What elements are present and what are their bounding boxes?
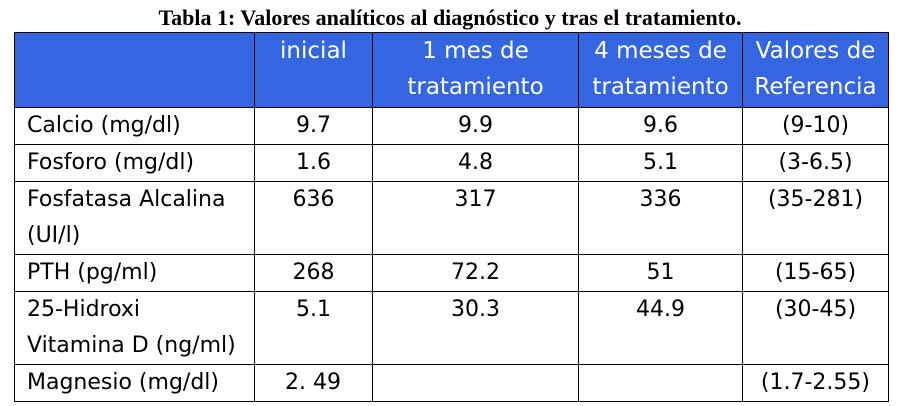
cell-referencia: (3-6.5) bbox=[742, 144, 889, 182]
cell-1-mes: 9.9 bbox=[372, 107, 579, 145]
row-label: Calcio (mg/dl) bbox=[14, 107, 255, 145]
row-label: 25-Hidroxi Vitamina D (ng/ml) bbox=[14, 291, 255, 365]
header-cell-1-mes: 1 mes de tratamiento bbox=[372, 32, 579, 108]
cell-referencia: (15-65) bbox=[742, 254, 889, 292]
table-row-vitamina-d: 25-Hidroxi Vitamina D (ng/ml) 5.1 30.3 4… bbox=[14, 291, 889, 365]
row-label: Fosforo (mg/dl) bbox=[14, 144, 255, 182]
lab-values-table: inicial 1 mes de tratamiento 4 meses de … bbox=[14, 32, 889, 402]
row-label: Fosfatasa Alcalina (UI/l) bbox=[14, 181, 255, 255]
cell-inicial: 268 bbox=[254, 254, 373, 292]
cell-4-meses: 336 bbox=[578, 181, 743, 255]
header-cell-4-meses: 4 meses de tratamiento bbox=[578, 32, 743, 108]
table-row-magnesio: Magnesio (mg/dl) 2. 49 (1.7-2.55) bbox=[14, 364, 889, 402]
header-cell-inicial: inicial bbox=[254, 32, 373, 108]
header-cell-empty bbox=[14, 32, 255, 108]
table-row-fosfatasa: Fosfatasa Alcalina (UI/l) 636 317 336 (3… bbox=[14, 181, 889, 255]
cell-1-mes: 4.8 bbox=[372, 144, 579, 182]
table-row-calcio: Calcio (mg/dl) 9.7 9.9 9.6 (9-10) bbox=[14, 107, 889, 145]
cell-1-mes: 30.3 bbox=[372, 291, 579, 365]
cell-1-mes: 72.2 bbox=[372, 254, 579, 292]
cell-4-meses: 44.9 bbox=[578, 291, 743, 365]
table-row-pth: PTH (pg/ml) 268 72.2 51 (15-65) bbox=[14, 254, 889, 292]
header-cell-referencia: Valores de Referencia bbox=[742, 32, 889, 108]
cell-referencia: (35-281) bbox=[742, 181, 889, 255]
cell-1-mes bbox=[372, 364, 579, 402]
cell-4-meses bbox=[578, 364, 743, 402]
cell-referencia: (1.7-2.55) bbox=[742, 364, 889, 402]
cell-inicial: 1.6 bbox=[254, 144, 373, 182]
cell-inicial: 5.1 bbox=[254, 291, 373, 365]
cell-inicial: 9.7 bbox=[254, 107, 373, 145]
cell-4-meses: 9.6 bbox=[578, 107, 743, 145]
cell-inicial: 2. 49 bbox=[254, 364, 373, 402]
table-row-fosforo: Fosforo (mg/dl) 1.6 4.8 5.1 (3-6.5) bbox=[14, 144, 889, 182]
cell-4-meses: 5.1 bbox=[578, 144, 743, 182]
table-title: Tabla 1: Valores analíticos al diagnósti… bbox=[158, 5, 742, 30]
cell-inicial: 636 bbox=[254, 181, 373, 255]
header-row: inicial 1 mes de tratamiento 4 meses de … bbox=[14, 32, 889, 108]
cell-referencia: (30-45) bbox=[742, 291, 889, 365]
cell-1-mes: 317 bbox=[372, 181, 579, 255]
row-label: Magnesio (mg/dl) bbox=[14, 364, 255, 402]
cell-4-meses: 51 bbox=[578, 254, 743, 292]
row-label: PTH (pg/ml) bbox=[14, 254, 255, 292]
cell-referencia: (9-10) bbox=[742, 107, 889, 145]
